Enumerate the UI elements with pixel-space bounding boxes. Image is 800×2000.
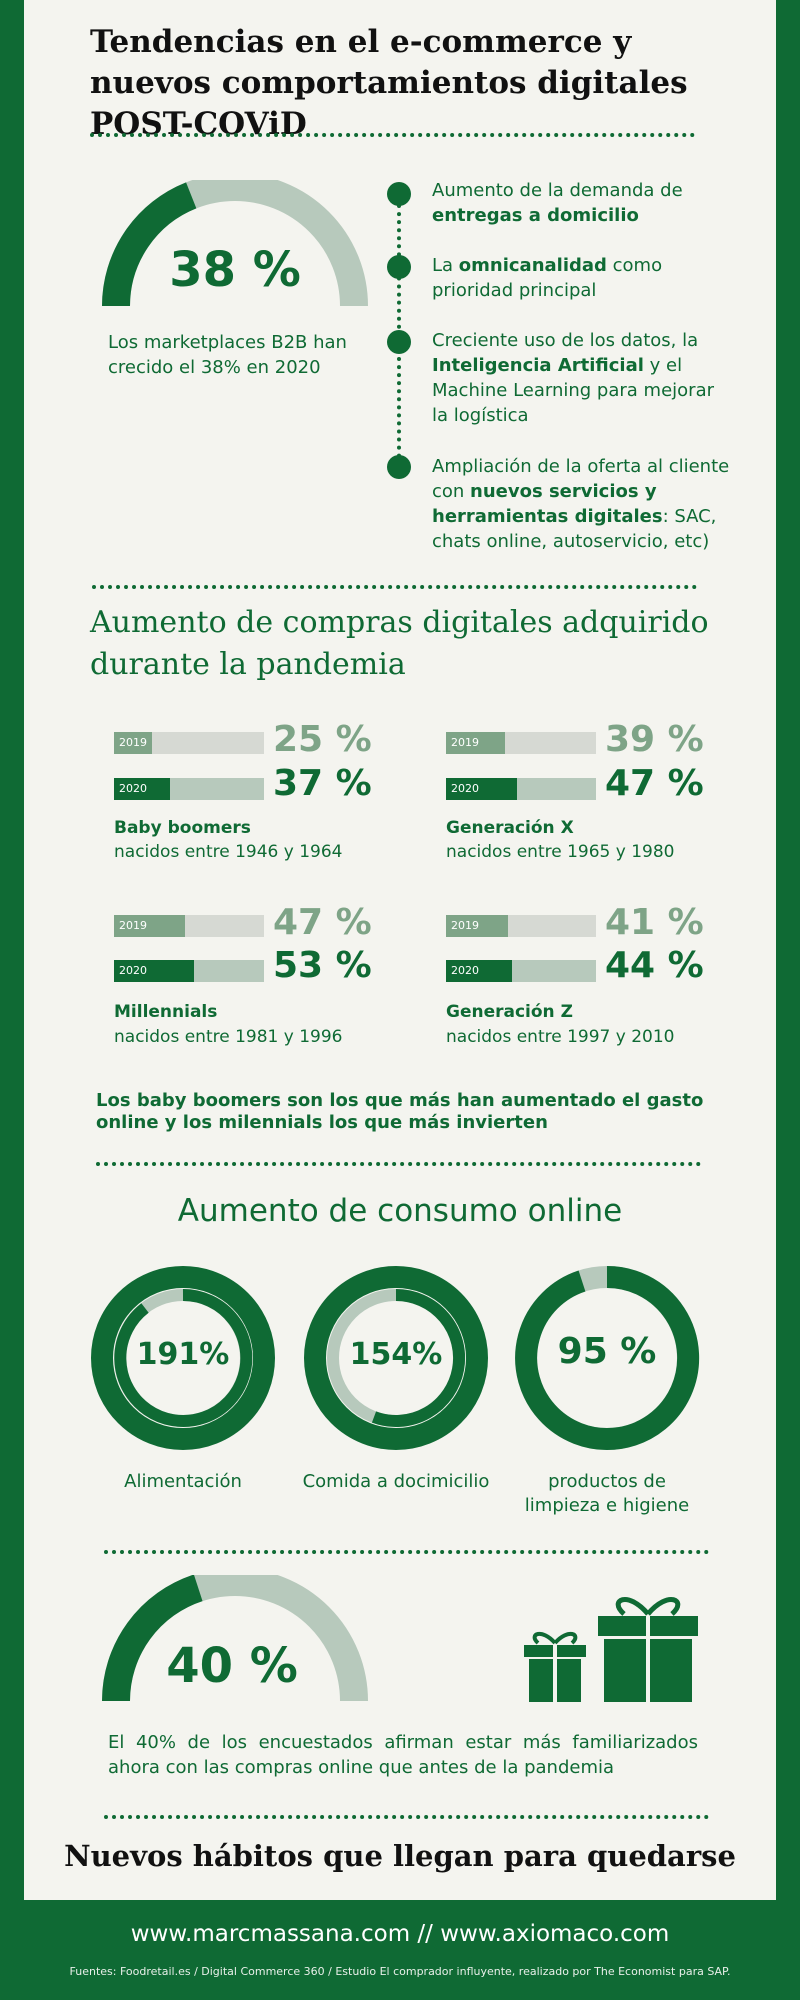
group-name: Baby boomers xyxy=(114,818,251,838)
value-2019: 25 % xyxy=(273,719,372,760)
generations-note: Los baby boomers son los que más han aum… xyxy=(96,1090,704,1133)
divider xyxy=(90,133,695,137)
divider xyxy=(104,1550,709,1554)
bar-2019: 2019 xyxy=(446,732,596,754)
value-2020: 37 % xyxy=(273,763,372,804)
ring-percentage: 95 % xyxy=(557,1331,657,1372)
value-2019: 39 % xyxy=(605,719,704,760)
bar-2020: 2020 xyxy=(446,778,596,800)
trend-item: Aumento de la demanda de entregas a domi… xyxy=(432,180,683,226)
group-name: Generación Z xyxy=(446,1002,573,1022)
bar-2019: 2019 xyxy=(446,915,596,937)
ring-label: productos de limpieza e higiene xyxy=(524,1471,690,1516)
ring-label: Comida a docimicilio xyxy=(302,1471,490,1492)
divider xyxy=(96,1162,701,1166)
trend-item: Creciente uso de los datos, la Inteligen… xyxy=(432,330,714,426)
familiar-gauge-fill xyxy=(102,1575,203,1702)
b2b-gauge-fill xyxy=(102,182,197,307)
bar-2019: 2019 xyxy=(114,915,264,937)
value-2020: 44 % xyxy=(605,945,704,986)
ring-alimentacion xyxy=(91,1266,275,1450)
timeline-dot xyxy=(387,455,411,479)
footer-sites: www.marcmassana.com // www.axiomaco.com xyxy=(130,1921,670,1947)
ring-limpieza xyxy=(515,1266,700,1450)
bar-2020: 2020 xyxy=(446,960,596,982)
group-years: nacidos entre 1965 y 1980 xyxy=(446,842,675,862)
consumo-title: Aumento de consumo online xyxy=(177,1193,623,1229)
bar-2019: 2019 xyxy=(114,732,264,754)
bar-2020: 2020 xyxy=(114,778,264,800)
timeline-dot xyxy=(387,182,411,206)
group-years: nacidos entre 1946 y 1964 xyxy=(114,842,343,862)
timeline-dot xyxy=(387,255,411,279)
timeline-dot xyxy=(387,330,411,354)
page-title: Tendencias en el e-commerce y nuevos com… xyxy=(90,24,688,142)
divider xyxy=(104,1815,709,1819)
trend-item: Ampliación de la oferta al cliente con n… xyxy=(432,456,730,552)
ring-percentage: 191% xyxy=(136,1337,230,1372)
group-name: Generación X xyxy=(446,818,574,838)
gift-icon xyxy=(524,1597,698,1702)
familiar-percentage: 40 % xyxy=(166,1638,298,1694)
b2b-caption: Los marketplaces B2B han crecido el 38% … xyxy=(108,332,347,378)
ring-percentage: 154% xyxy=(349,1337,443,1372)
digital-section-title: Aumento de compras digitales adquirido d… xyxy=(90,605,709,682)
trend-item: La omnicanalidad como prioridad principa… xyxy=(432,255,663,301)
ring-label: Alimentación xyxy=(124,1471,242,1492)
footer-sources: Fuentes: Foodretail.es / Digital Commerc… xyxy=(69,1965,731,1978)
group-name: Millennials xyxy=(114,1002,218,1022)
ring-comida xyxy=(304,1266,488,1450)
familiar-gauge xyxy=(102,1575,368,1702)
bar-2020: 2020 xyxy=(114,960,264,982)
value-2019: 47 % xyxy=(273,902,372,943)
group-years: nacidos entre 1981 y 1996 xyxy=(114,1027,343,1047)
familiar-caption: El 40% de los encuestados afirman estar … xyxy=(108,1732,698,1778)
closing-title: Nuevos hábitos que llegan para quedarse xyxy=(64,1839,736,1873)
divider xyxy=(92,585,697,589)
value-2020: 53 % xyxy=(273,945,372,986)
group-years: nacidos entre 1997 y 2010 xyxy=(446,1027,675,1047)
b2b-percentage: 38 % xyxy=(169,242,301,298)
value-2020: 47 % xyxy=(605,763,704,804)
value-2019: 41 % xyxy=(605,902,704,943)
b2b-gauge xyxy=(102,180,368,307)
